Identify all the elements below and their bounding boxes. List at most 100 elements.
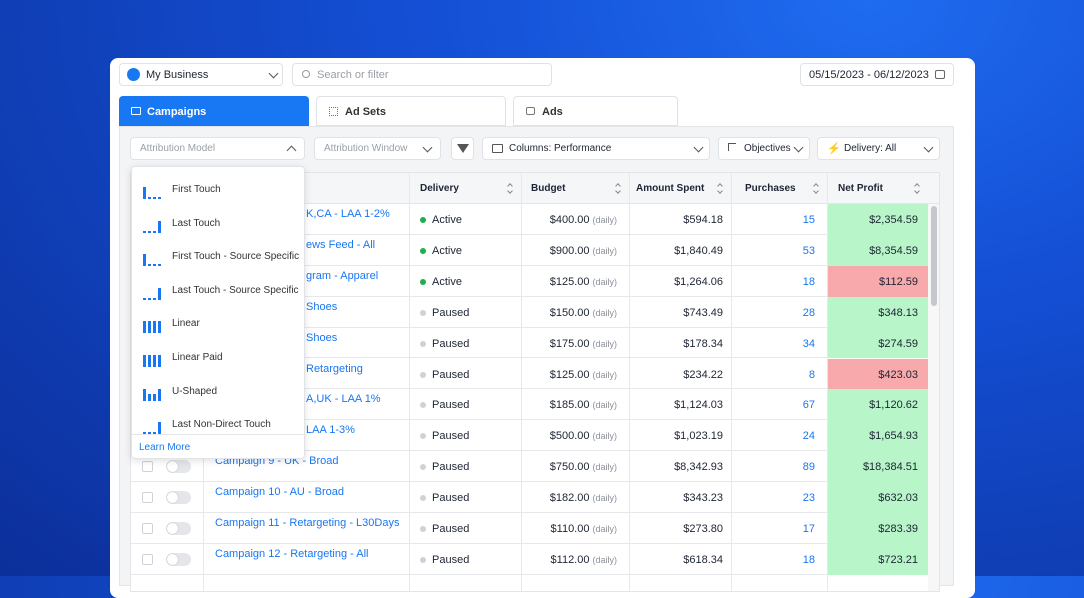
table-row: Campaign 10 - AU - Broad Paused $182.00 (da… (131, 482, 928, 513)
menu-item[interactable]: First Touch - Source Specific (132, 242, 304, 272)
menu-item[interactable]: First Touch (132, 175, 304, 205)
campaign-name[interactable]: K,CA - LAA 1-2% (306, 208, 390, 220)
purchases[interactable]: 28 (802, 306, 815, 319)
campaign-name[interactable]: A,UK - LAA 1% (306, 393, 381, 406)
status-dot (420, 526, 426, 532)
menu-item[interactable]: Linear Paid (132, 343, 304, 373)
menu-item[interactable]: Last Non-Direct Touch (132, 410, 304, 440)
amount-spent: $273.80 (683, 523, 723, 535)
column-header[interactable]: Budget (531, 183, 566, 194)
menu-item[interactable]: U-Shaped (132, 377, 304, 407)
row-checkbox[interactable] (142, 461, 153, 473)
campaign-name[interactable]: Campaign 11 - Retargeting - L30Days (215, 517, 400, 529)
select-label: Attribution Window (324, 143, 408, 154)
campaign-name[interactable]: gram - Apparel (306, 269, 379, 282)
delivery-status: Paused (432, 523, 470, 535)
budget: $175.00 (549, 337, 590, 350)
model-icon-bar (148, 432, 151, 435)
tab-active[interactable]: Campaigns (119, 96, 309, 127)
chevron (268, 68, 279, 79)
delivery-status: Active (432, 244, 462, 257)
column-divider (629, 173, 630, 591)
search-box[interactable]: Search or filter (292, 63, 552, 86)
purchases[interactable]: 24 (802, 430, 815, 443)
net-profit-cell: $112.59 (828, 265, 928, 297)
menu-item[interactable]: Last Touch (132, 209, 304, 239)
column-divider (731, 173, 732, 591)
folder-icon (131, 107, 141, 115)
status-toggle[interactable] (166, 552, 191, 566)
search-placeholder: Search or filter (317, 69, 389, 81)
delivery-status: Paused (432, 306, 470, 319)
purchases[interactable]: 18 (802, 553, 815, 566)
purchases[interactable]: 17 (802, 523, 815, 535)
scrollbar-thumb[interactable] (931, 206, 937, 306)
select-label: Delivery: All (844, 143, 897, 154)
date-picker[interactable]: 05/15/2023 - 06/12/2023 (800, 63, 954, 86)
columns-select[interactable]: Columns: Performance (482, 137, 710, 160)
campaign-name[interactable]: Retargeting (306, 362, 363, 375)
budget-note: (daily) (592, 493, 617, 504)
campaign-name[interactable]: Shoes (306, 300, 338, 313)
status-toggle[interactable] (166, 460, 191, 474)
budget-note: (daily) (592, 245, 617, 256)
purchases[interactable]: 18 (802, 275, 815, 288)
net-profit-cell: $18,384.51 (828, 451, 928, 483)
tab[interactable]: Ads (513, 96, 678, 126)
delivery-status: Paused (432, 337, 470, 350)
amount-spent: $1,124.03 (674, 399, 723, 412)
column-divider (827, 173, 828, 591)
budget-cell: $125.00 (daily) (521, 369, 617, 381)
status-toggle[interactable] (166, 522, 191, 535)
purchases[interactable]: 53 (802, 244, 815, 257)
purchases[interactable]: 8 (808, 368, 815, 381)
model-icon-bar (158, 355, 161, 367)
status-toggle[interactable] (166, 491, 191, 505)
row-checkbox[interactable] (142, 523, 153, 534)
chevron (422, 142, 433, 153)
budget-note: (daily) (592, 276, 617, 287)
tab[interactable]: Ad Sets (316, 96, 506, 126)
campaign-name[interactable]: Campaign 12 - Retargeting - All (215, 547, 369, 560)
campaign-name[interactable]: LAA 1-3% (306, 424, 355, 437)
model-icon-bar (158, 264, 161, 267)
column-header[interactable]: Net Profit (838, 183, 883, 194)
attribution-menu: First Touch Last Touch First Touch - Sourc… (131, 166, 305, 459)
learn-more-link[interactable]: Learn More (139, 442, 191, 453)
campaign-name[interactable]: ews Feed - All (306, 238, 376, 251)
sort-icon (717, 184, 723, 193)
budget-note: (daily) (592, 554, 617, 565)
purchases[interactable]: 15 (802, 214, 815, 226)
model-icon-bar (158, 388, 161, 401)
attribution-window-select[interactable]: Attribution Window (314, 137, 441, 160)
net-profit: $723.21 (878, 553, 918, 566)
purchases[interactable]: 67 (802, 399, 815, 412)
campaign-name[interactable]: Shoes (306, 331, 338, 344)
menu-item[interactable]: Last Touch - Source Specific (132, 276, 304, 306)
net-profit: $348.13 (878, 306, 918, 319)
purchases[interactable]: 89 (802, 461, 815, 474)
row-checkbox[interactable] (142, 492, 153, 504)
column-header[interactable]: Purchases (745, 183, 796, 194)
menu-item[interactable]: Linear (132, 309, 304, 339)
flag-icon (728, 143, 736, 151)
amount-spent: $1,264.06 (674, 275, 723, 288)
net-profit: $112.59 (879, 275, 918, 288)
campaign-name[interactable]: Campaign 10 - AU - Broad (215, 486, 345, 499)
column-header[interactable]: Amount Spent (636, 183, 705, 194)
objectives-select[interactable]: Objectives (718, 137, 810, 160)
delivery-select[interactable]: ⚡ Delivery: All (817, 137, 940, 160)
purchases[interactable]: 34 (802, 337, 815, 350)
attribution-model-select[interactable]: Attribution Model (130, 137, 305, 160)
toggle-knob (167, 523, 178, 534)
budget-note: (daily) (592, 400, 617, 411)
row-checkbox[interactable] (142, 553, 153, 565)
menu-item-label: First Touch (172, 184, 221, 195)
purchases[interactable]: 23 (802, 492, 815, 505)
net-profit-cell: $1,120.62 (828, 389, 928, 421)
account-select[interactable]: My Business (119, 63, 283, 86)
amount-spent: $343.23 (683, 492, 723, 505)
filter-button[interactable] (451, 137, 474, 160)
column-header[interactable]: Delivery (420, 183, 459, 194)
model-icon-bar (148, 264, 151, 267)
